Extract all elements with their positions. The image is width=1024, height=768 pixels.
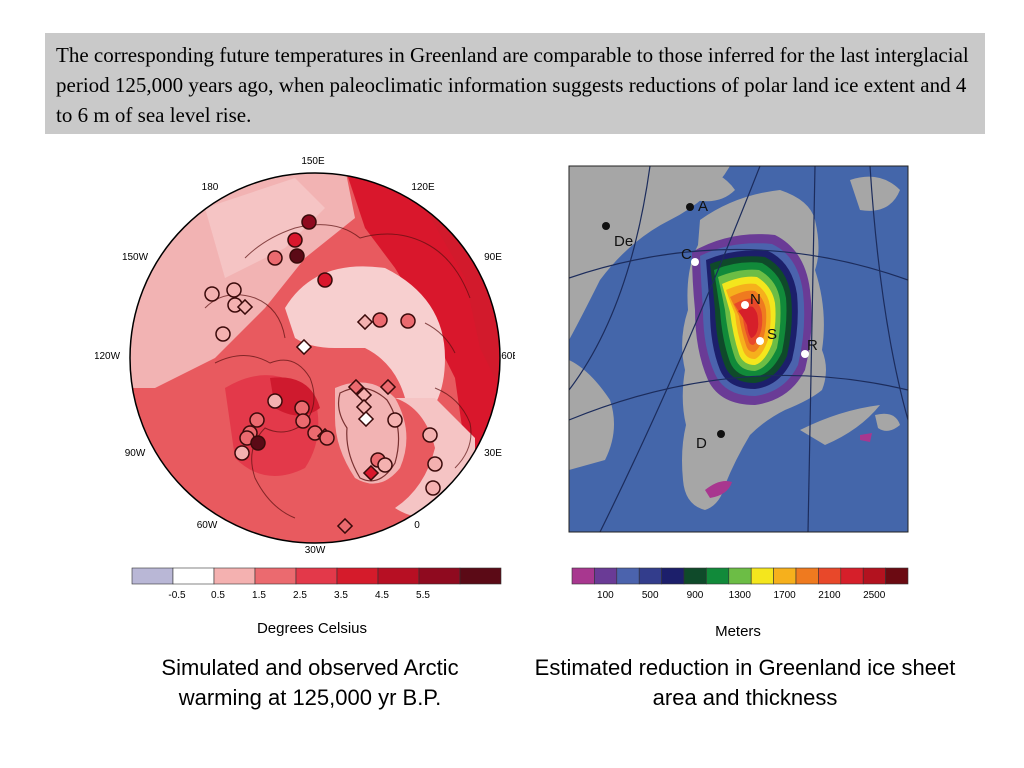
legend-swatch [683,567,707,585]
temperature-legend: -0.5 0.5 1.5 2.5 3.5 4.5 5.5 Degrees Celsius [131,567,502,637]
site-label-de: De [614,233,633,250]
legend-swatch [750,567,774,585]
legend-tick-label: 4.5 [375,590,389,601]
lon-label-90e: 90E [484,252,502,263]
site-marker-c [691,258,699,266]
site-marker-r [801,350,809,358]
legend-tick-label: 100 [597,590,614,601]
legend-tick-label: 1300 [729,590,752,601]
legend-swatch [840,567,864,585]
lon-label-30w: 30W [305,545,326,556]
legend-title: Degrees Celsius [257,620,367,637]
legend-swatch [459,567,502,585]
legend-swatch [885,567,909,585]
legend-tick-label: 900 [687,590,704,601]
site-label-r: R [807,337,818,354]
lon-label-180: 180 [202,182,219,193]
site-label-s: S [767,326,777,343]
legend-tick-label: 500 [642,590,659,601]
legend-swatch [571,567,595,585]
site-marker-de [602,222,610,230]
legend-tick-label: -0.5 [168,590,186,601]
lon-label-30e: 30E [484,448,502,459]
longitude-labels: 150E 120E 90E 60E 30E 0 30W 60W 90W 120W… [95,156,515,556]
legend-tick-label: 1.5 [252,590,266,601]
legend-swatch [795,567,819,585]
legend-tick-label: 3.5 [334,590,348,601]
legend-title: Meters [715,623,761,640]
graticule [569,166,908,532]
site-label-c: C [681,246,692,263]
legend-tick-label: 2.5 [293,590,307,601]
right-caption-text: Estimated reduction in Greenland ice she… [534,655,956,710]
legend-tick-label: 1700 [773,590,796,601]
legend-tick-label: 5.5 [416,590,430,601]
lon-label-120e: 120E [411,182,435,193]
ice-core-sites: A De C N S R D [602,198,818,452]
legend-swatch [706,567,730,585]
site-marker-a [686,203,694,211]
lon-label-0: 0 [414,520,420,531]
legend-swatches [571,567,909,585]
legend-tick-label: 0.5 [211,590,225,601]
site-marker-s [756,337,764,345]
arctic-warming-map: 150E 120E 90E 60E 30E 0 30W 60W 90W 120W… [95,156,515,556]
right-caption: Estimated reduction in Greenland ice she… [525,653,965,713]
left-caption: Simulated and observed Arctic warming at… [120,653,500,713]
thickness-legend: 100 500 900 1300 1700 2100 2500 Meters [571,567,909,640]
greenland-ice-sheet-map: A De C N S R D [568,165,909,533]
lon-label-150w: 150W [122,252,149,263]
lon-label-90w: 90W [125,448,146,459]
observation-sites [204,214,443,535]
lon-label-120w: 120W [95,351,121,362]
baffin-island [569,360,614,470]
banner-text: The corresponding future temperatures in… [56,43,969,127]
legend-swatch [638,567,662,585]
legend-swatch [213,567,256,585]
legend-swatch [254,567,297,585]
legend-swatch [172,567,215,585]
site-marker-n [741,301,749,309]
legend-swatch [616,567,640,585]
legend-swatch [131,567,174,585]
site-marker-d [717,430,725,438]
lon-label-60w: 60W [197,520,218,531]
legend-swatch [661,567,685,585]
legend-swatches [131,567,502,585]
legend-ticks: 100 500 900 1300 1700 2100 2500 [597,590,886,601]
site-label-a: A [698,198,708,215]
legend-ticks: -0.5 0.5 1.5 2.5 3.5 4.5 5.5 [168,590,430,601]
legend-tick-label: 2500 [863,590,886,601]
lon-label-60e: 60E [501,351,515,362]
summary-banner: The corresponding future temperatures in… [45,33,985,134]
legend-swatch [594,567,618,585]
legend-swatch [336,567,379,585]
legend-swatch [773,567,797,585]
legend-swatch [295,567,338,585]
ellesmere-island [569,166,730,340]
legend-swatch [862,567,886,585]
legend-tick-label: 2100 [818,590,841,601]
lon-label-150e: 150E [301,156,325,167]
left-caption-text: Simulated and observed Arctic warming at… [161,655,459,710]
legend-swatch [818,567,842,585]
site-label-d: D [696,435,707,452]
site-label-n: N [750,291,761,308]
legend-swatch [377,567,420,585]
legend-swatch [418,567,461,585]
ice-thickness-rings [692,234,872,498]
legend-swatch [728,567,752,585]
